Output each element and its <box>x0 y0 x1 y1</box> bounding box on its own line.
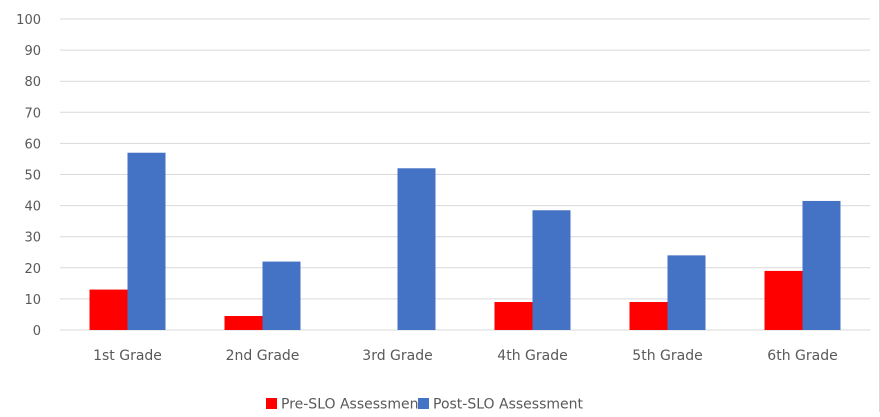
legend-item-pre: Pre-SLO Assessment <box>266 397 424 413</box>
y-tick-label: 10 <box>24 293 41 308</box>
y-tick-label: 100 <box>16 13 41 28</box>
x-axis-ticks: 1st Grade 2nd Grade 3rd Grade 4th Grade 5th … <box>93 348 838 364</box>
bar-post-1 <box>127 152 166 330</box>
y-tick-label: 30 <box>24 231 41 246</box>
y-tick-label: 40 <box>24 200 41 215</box>
x-tick-label: 5th Grade <box>632 348 702 364</box>
x-tick-label: 2nd Grade <box>226 348 300 364</box>
bar-pre-5 <box>629 302 668 330</box>
gridlines <box>60 18 870 331</box>
bar-post-2 <box>262 261 301 330</box>
bar-pre-6 <box>764 270 803 330</box>
y-axis-ticks: 0 10 20 30 40 50 60 70 80 90 100 <box>16 13 41 339</box>
bars <box>89 152 841 330</box>
legend-item-post: Post-SLO Assessment <box>418 397 583 413</box>
bar-post-6 <box>802 200 841 330</box>
bar-pre-2 <box>224 316 263 330</box>
legend-swatch <box>418 398 429 409</box>
bar-post-4 <box>532 210 571 330</box>
x-tick-label: 6th Grade <box>767 348 837 364</box>
bar-post-3 <box>397 168 436 330</box>
legend: Pre-SLO Assessment Post-SLO Assessment <box>266 397 583 413</box>
x-tick-label: 3rd Grade <box>362 348 432 364</box>
y-tick-label: 70 <box>24 106 41 121</box>
legend-swatch <box>266 398 277 409</box>
x-tick-label: 4th Grade <box>497 348 567 364</box>
y-tick-label: 50 <box>24 169 41 184</box>
bar-pre-4 <box>494 302 533 330</box>
bar-pre-1 <box>89 289 128 330</box>
bar-post-5 <box>667 255 706 330</box>
y-tick-label: 60 <box>24 137 41 152</box>
y-tick-label: 0 <box>33 324 41 339</box>
y-tick-label: 90 <box>24 44 41 59</box>
legend-label: Pre-SLO Assessment <box>281 397 424 413</box>
x-tick-label: 1st Grade <box>93 348 162 364</box>
y-tick-label: 20 <box>24 262 41 277</box>
y-tick-label: 80 <box>24 75 41 90</box>
legend-label: Post-SLO Assessment <box>433 397 583 413</box>
